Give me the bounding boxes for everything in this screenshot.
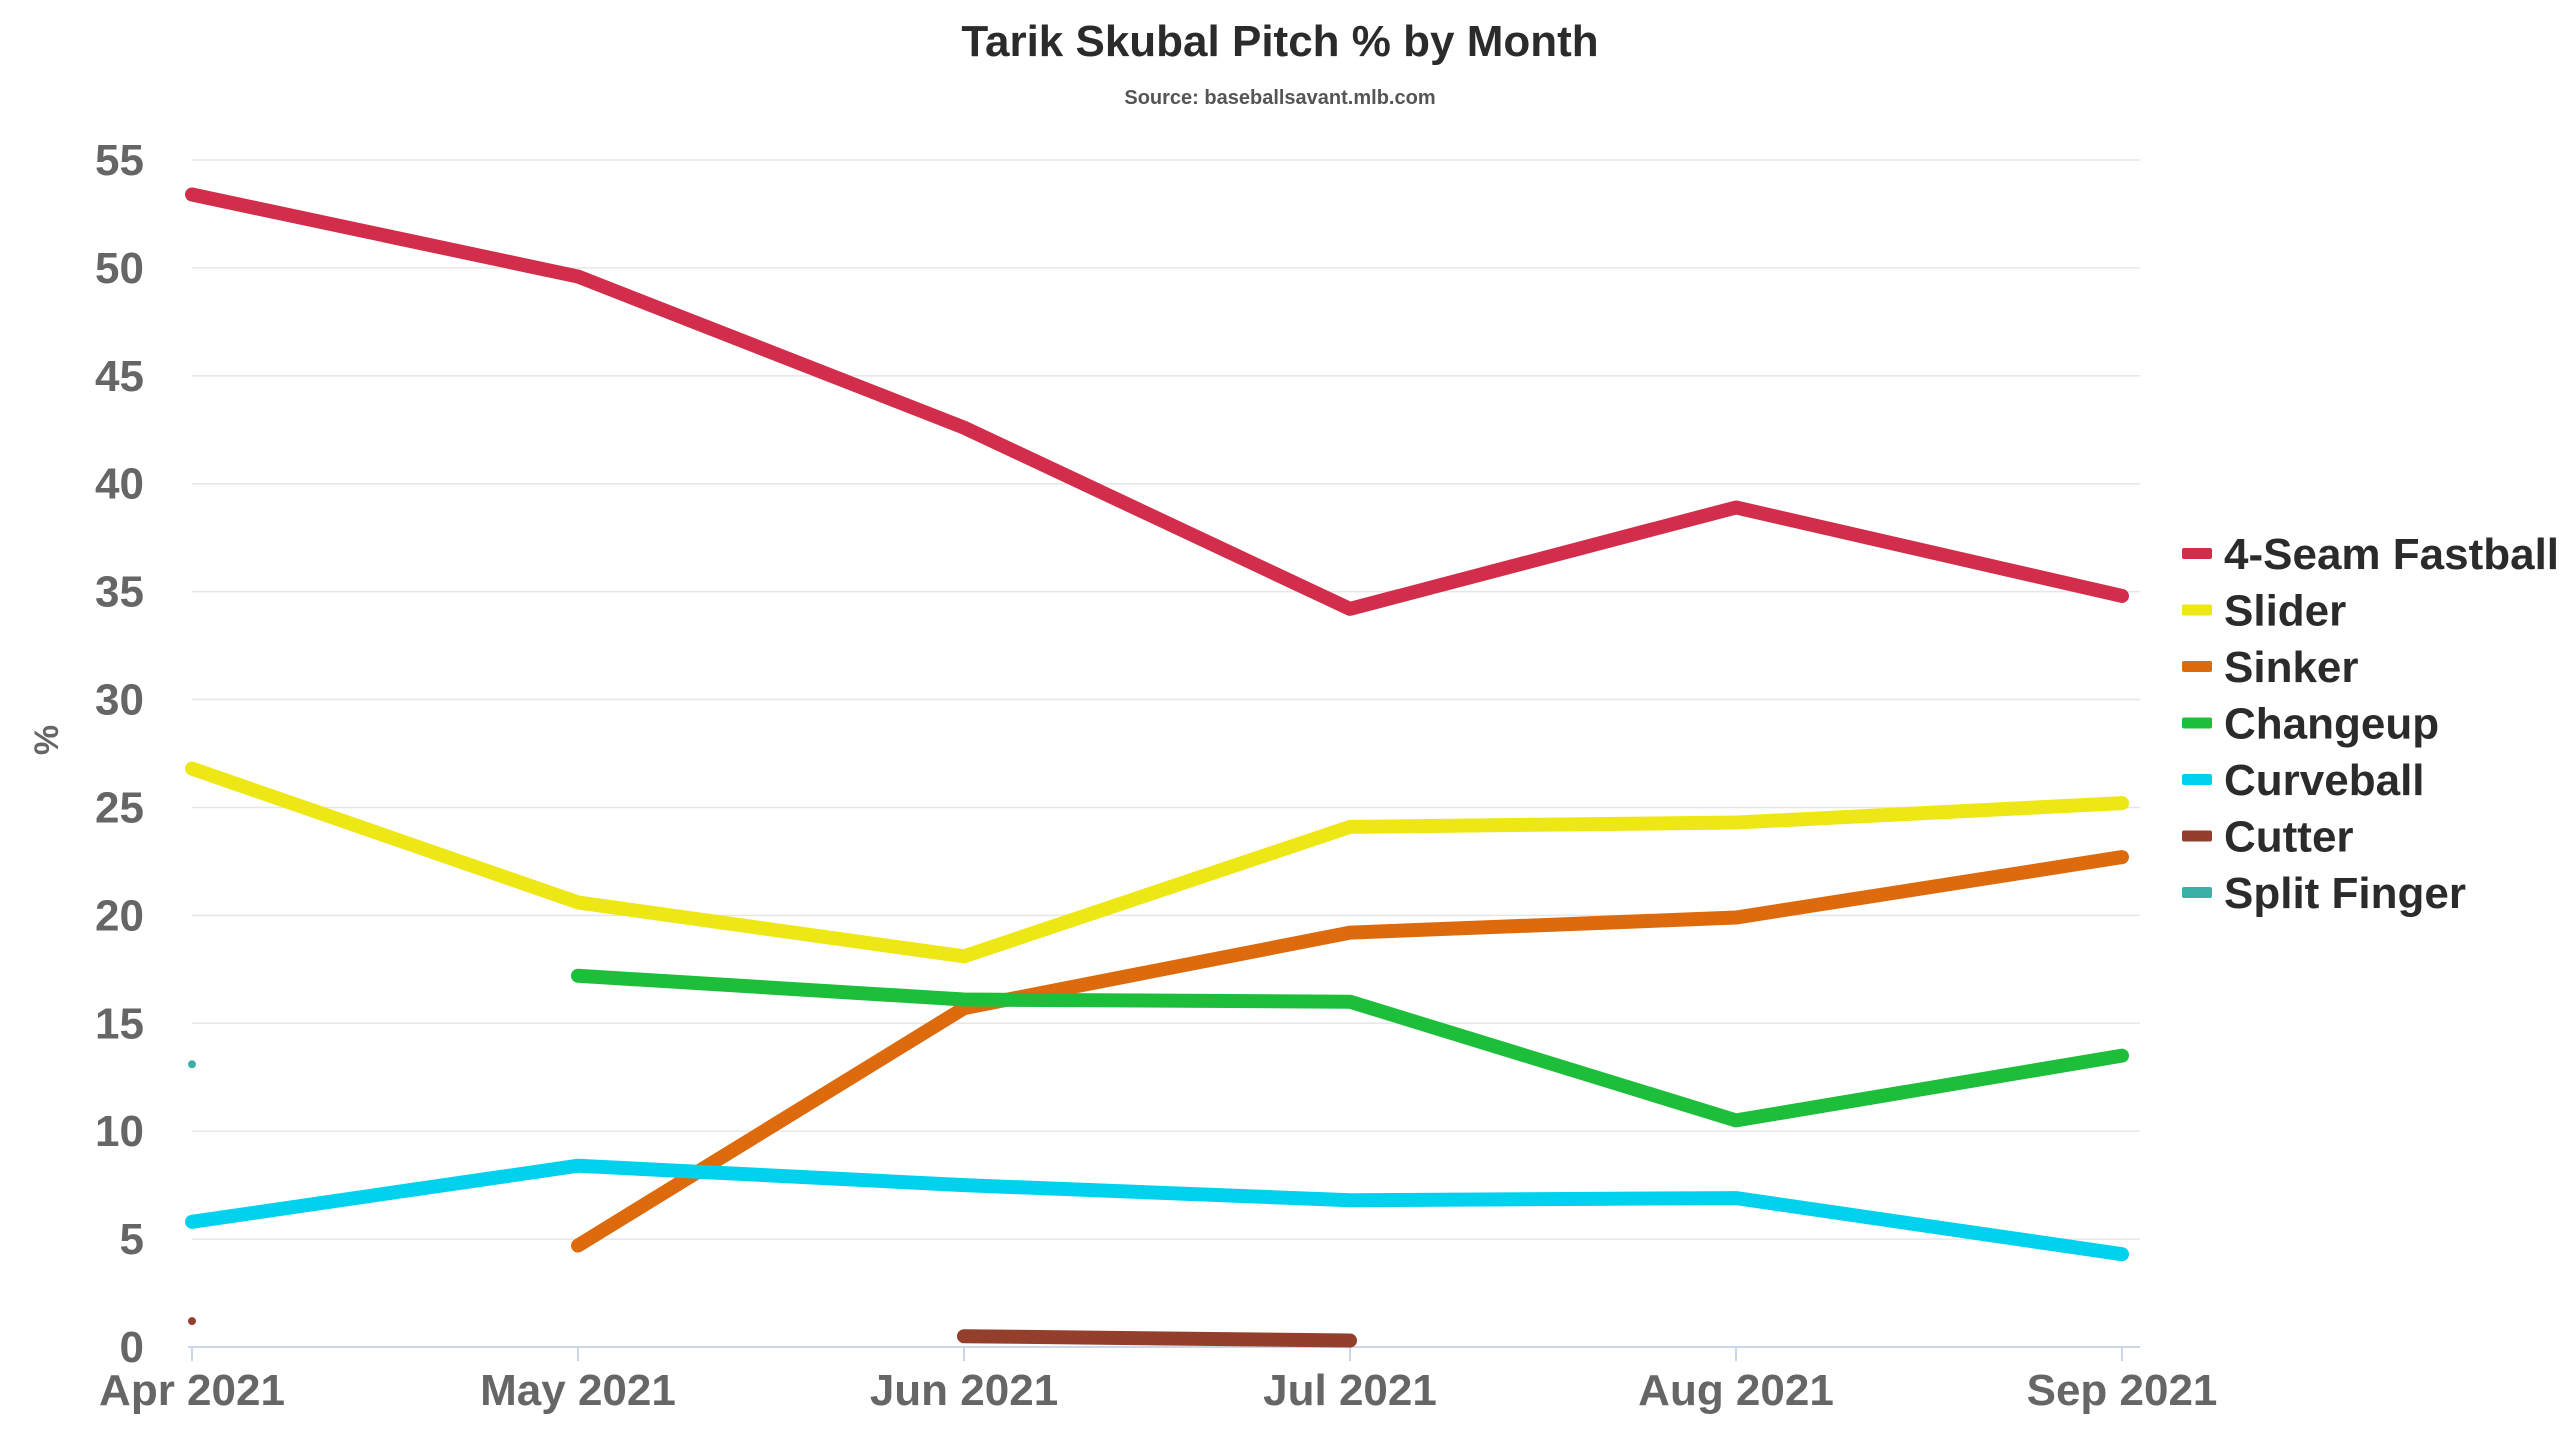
axes: 0 5 10 15 20 25 30 35 40 45 50 55 Apr 2021 May 2021 Ju… (95, 136, 2217, 1415)
x-tick-label: Jun 2021 (870, 1366, 1058, 1415)
legend-item: Cutter (2182, 813, 2354, 862)
series-line (571, 968, 2129, 1128)
series-line (185, 761, 2129, 964)
y-tick-label: 55 (95, 136, 144, 185)
data-point (188, 1060, 196, 1069)
series-line (185, 187, 2129, 616)
series-line (957, 1329, 1357, 1348)
y-tick-label: 30 (95, 676, 144, 725)
x-tick-label: Sep 2021 (2027, 1366, 2218, 1415)
legend: 4-Seam Fastball Slider Sinker Changeup Curve… (2182, 530, 2559, 918)
series-slider (185, 761, 2129, 964)
legend-label: Curveball (2224, 756, 2425, 805)
legend-swatch (2182, 661, 2212, 672)
legend-swatch (2182, 717, 2212, 729)
legend-swatch (2182, 548, 2212, 559)
y-tick-label: 5 (120, 1215, 144, 1264)
y-tick-label: 10 (95, 1107, 144, 1156)
series-sinker (571, 850, 2129, 1253)
legend-swatch (2182, 604, 2212, 616)
x-tick-label: Aug 2021 (1638, 1366, 1834, 1415)
legend-item: Split Finger (2182, 869, 2466, 918)
y-tick-label: 25 (95, 783, 144, 832)
x-tick-label: Jul 2021 (1263, 1366, 1437, 1415)
series-changeup (571, 968, 2129, 1128)
series-line (185, 1158, 2129, 1262)
series-line (571, 850, 2129, 1253)
series-lines (185, 187, 2129, 1348)
y-tick-label: 35 (95, 568, 144, 617)
grid (192, 159, 2140, 1240)
legend-label: Cutter (2224, 813, 2354, 862)
legend-label: Split Finger (2224, 869, 2466, 918)
legend-label: Slider (2224, 587, 2346, 636)
y-tick-label: 15 (95, 999, 144, 1048)
legend-item: Slider (2182, 587, 2346, 636)
y-tick-label: 40 (95, 460, 144, 509)
y-tick-label: 20 (95, 891, 144, 940)
y-axis-title: % (28, 725, 66, 755)
chart-subtitle: Source: baseballsavant.mlb.com (1124, 87, 1435, 109)
chart-title: Tarik Skubal Pitch % by Month (961, 17, 1598, 66)
data-point (188, 1317, 196, 1326)
y-tick-label: 50 (95, 244, 144, 293)
legend-item: Changeup (2182, 700, 2439, 749)
x-tick-label: Apr 2021 (99, 1366, 285, 1415)
series-cutter (188, 1317, 1357, 1348)
legend-swatch (2182, 830, 2212, 842)
x-tick-label: May 2021 (480, 1366, 676, 1415)
legend-item: Sinker (2182, 643, 2359, 692)
legend-label: Sinker (2224, 643, 2359, 692)
series-curveball (185, 1158, 2129, 1262)
y-tick-label: 0 (120, 1323, 144, 1372)
legend-label: Changeup (2224, 700, 2439, 749)
series-4-seam-fastball (185, 187, 2129, 616)
series-split-finger (188, 1060, 196, 1069)
legend-swatch (2182, 887, 2212, 898)
legend-label: 4-Seam Fastball (2224, 530, 2559, 579)
y-tick-label: 45 (95, 352, 144, 401)
legend-item: 4-Seam Fastball (2182, 530, 2559, 579)
legend-item: Curveball (2182, 756, 2425, 805)
legend-swatch (2182, 774, 2212, 785)
